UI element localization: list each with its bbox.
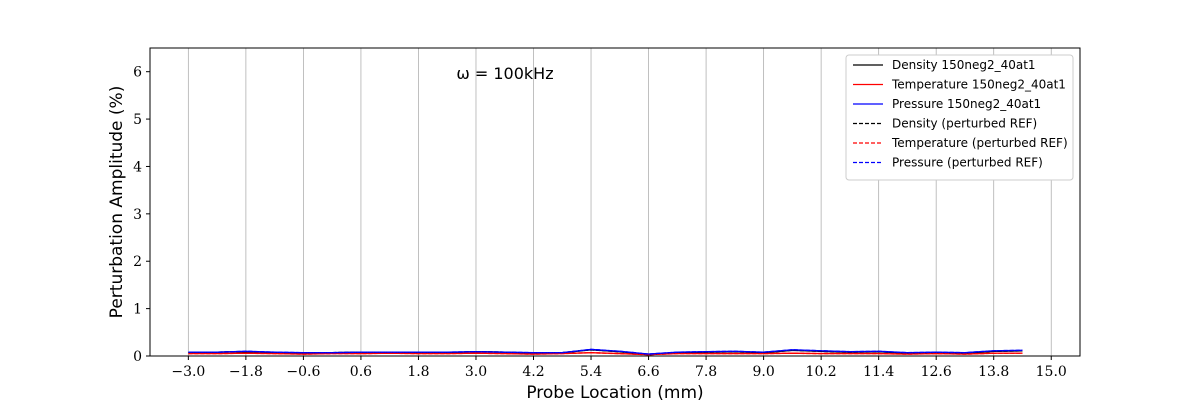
x-tick-label: −1.8 <box>229 364 263 380</box>
y-axis-ticks: 0 1 2 3 4 5 6 <box>133 65 150 365</box>
y-tick-label: 1 <box>133 302 142 318</box>
x-tick-label: 9.0 <box>752 364 774 380</box>
series-line-5 <box>188 348 1023 355</box>
x-tick-label: 12.6 <box>921 364 952 380</box>
series-line-4 <box>188 351 1023 356</box>
legend-label-0: Density 150neg2_40at1 <box>892 58 1036 72</box>
x-grid <box>187 48 1052 356</box>
y-tick-label: 4 <box>133 159 142 175</box>
series-lines <box>188 348 1023 356</box>
y-axis-label: Perturbation Amplitude (%) <box>107 86 127 319</box>
y-tick-label: 6 <box>133 65 142 81</box>
x-tick-label: 6.6 <box>637 364 659 380</box>
legend-box <box>845 54 1074 181</box>
x-tick-label: 10.2 <box>806 364 837 380</box>
x-tick-label: 4.2 <box>522 364 544 380</box>
legend-label-2: Pressure 150neg2_40at1 <box>892 97 1041 111</box>
y-tick-label: 5 <box>133 112 142 128</box>
x-tick-label: 15.0 <box>1036 364 1067 380</box>
legend-label-1: Temperature 150neg2_40at1 <box>891 78 1066 92</box>
y-tick-label: 2 <box>133 254 142 270</box>
legend-label-4: Temperature (perturbed REF) <box>891 136 1068 150</box>
x-tick-label: 5.4 <box>580 364 602 380</box>
x-tick-label: 11.4 <box>863 364 894 380</box>
x-tick-label: −0.6 <box>286 364 320 380</box>
x-tick-label: 1.8 <box>407 364 429 380</box>
legend: Density 150neg2_40at1 Temperature 150neg2… <box>845 54 1074 181</box>
plot-area-frame <box>149 47 1081 357</box>
y-tick-label: 3 <box>133 207 142 223</box>
x-tick-label: 3.0 <box>465 364 487 380</box>
x-tick-label: 7.8 <box>695 364 717 380</box>
y-tick-label: 0 <box>133 349 142 365</box>
legend-label-5: Pressure (perturbed REF) <box>892 156 1043 170</box>
x-axis-label: Probe Location (mm) <box>526 383 703 400</box>
x-tick-label: −3.0 <box>171 364 205 380</box>
x-tick-label: 0.6 <box>350 364 372 380</box>
frequency-annotation: ω = 100kHz <box>456 64 553 83</box>
legend-label-3: Density (perturbed REF) <box>892 117 1037 131</box>
x-axis-ticks: −3.0 −1.8 −0.6 0.6 1.8 3.0 4.2 5.4 6.6 7.8 9.0 10.2… <box>171 356 1067 380</box>
x-tick-label: 13.8 <box>978 364 1009 380</box>
